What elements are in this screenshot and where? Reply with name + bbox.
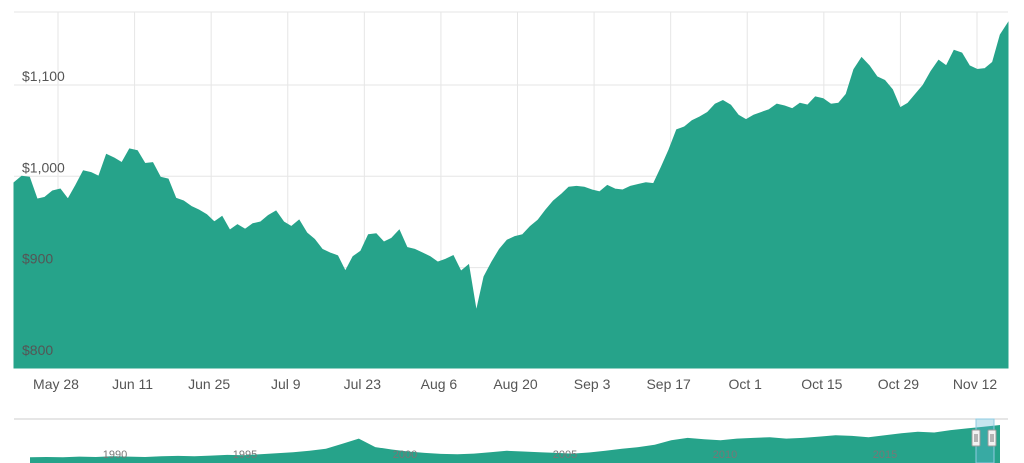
navigator-year-label: 1990 [103, 449, 127, 461]
x-tick-label: Sep 3 [574, 376, 611, 392]
navigator-year-label: 2010 [713, 449, 737, 461]
y-tick-label: $1,100 [22, 68, 65, 84]
y-tick-label: $800 [22, 342, 53, 358]
x-tick-label: Aug 20 [493, 376, 538, 392]
x-axis-labels: May 28 Jun 11 Jun 25 Jul 9 Jul 23 Aug 6 Aug 20… [33, 376, 997, 392]
x-tick-label: Nov 12 [953, 376, 998, 392]
x-tick-label: Jun 11 [112, 376, 153, 392]
x-tick-label: Oct 15 [801, 376, 842, 392]
navigator-year-label: 2015 [873, 449, 897, 461]
x-tick-label: Jul 23 [344, 376, 382, 392]
navigator-handle[interactable] [987, 429, 997, 447]
x-tick-label: Sep 17 [646, 376, 691, 392]
x-tick-label: May 28 [33, 376, 79, 392]
x-tick-label: Aug 6 [421, 376, 458, 392]
navigator-series [30, 425, 1000, 463]
x-tick-label: Jul 9 [271, 376, 301, 392]
navigator-handle[interactable] [971, 429, 981, 447]
y-tick-label: $1,000 [22, 159, 65, 175]
x-tick-label: Oct 29 [878, 376, 919, 392]
x-tick-label: Jun 25 [188, 376, 230, 392]
y-axis-labels: $800 $900 $1,000 $1,100 [22, 68, 65, 358]
navigator-year-label: 2005 [553, 449, 577, 461]
series-area [13, 21, 1009, 369]
navigator[interactable]: 1990 1995 2000 2005 2010 2015 [14, 418, 1008, 463]
price-area [13, 21, 1009, 369]
navigator-year-label: 1995 [233, 449, 257, 461]
y-tick-label: $900 [22, 251, 53, 267]
navigator-year-label: 2000 [393, 449, 417, 461]
x-tick-label: Oct 1 [729, 376, 763, 392]
